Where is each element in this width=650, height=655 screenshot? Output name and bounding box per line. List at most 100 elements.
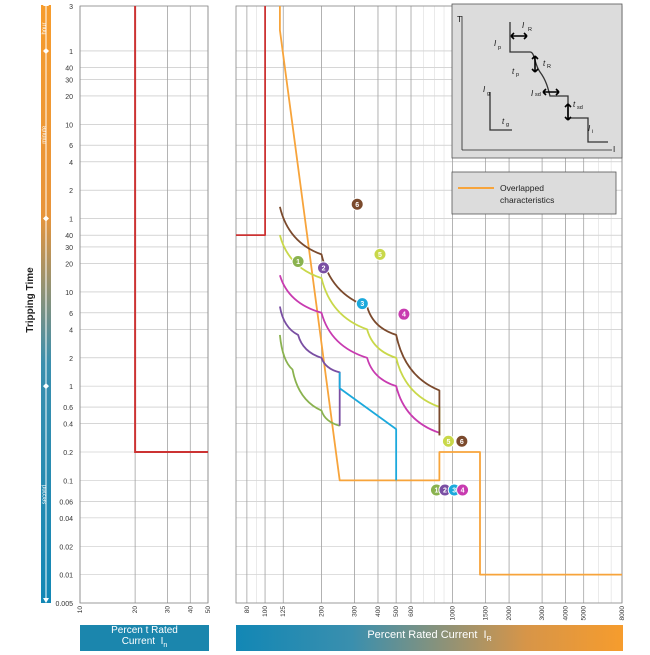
left-xaxis-label-box: Percen t Rated Current In <box>80 625 209 651</box>
inset-symbol: I <box>588 124 591 133</box>
series-marker-label: 1 <box>434 488 438 495</box>
ytick-label: 0.005 <box>55 601 73 608</box>
right-panel-series-6 <box>279 206 441 436</box>
series-marker-label: 5 <box>378 252 382 259</box>
inset-axis-y-label: T <box>457 15 462 24</box>
series-marker-5 <box>441 434 455 448</box>
ytick-label: 0.4 <box>63 422 73 429</box>
right-panel-series-ltpu <box>236 6 266 236</box>
right-panel-xtick-label: 1500 <box>483 606 490 621</box>
time-scale-divider <box>43 215 49 222</box>
ytick-label: 4 <box>69 327 73 334</box>
series-marker-4 <box>397 307 411 321</box>
ytick-label: 2 <box>69 188 73 195</box>
time-scale-divider <box>43 383 49 390</box>
inset-symbol: t <box>543 59 546 68</box>
time-scale-arrow-up <box>43 1 49 6</box>
inset-ground-curve <box>489 92 512 131</box>
inset-symbol: t <box>573 100 576 109</box>
inset-arrow-tr <box>531 55 539 73</box>
inset-symbol-sub: p <box>498 45 501 51</box>
time-unit-label: second <box>42 485 48 504</box>
left-panel-xtick-label: 20 <box>132 606 139 614</box>
right-panel-xtick-label: 500 <box>393 606 400 617</box>
left-xaxis-label-line1: Percen t Rated <box>111 625 178 636</box>
series-marker-label: 3 <box>360 301 364 308</box>
right-panel-xtick-label: 400 <box>375 606 382 617</box>
inset-symbol-sub: g <box>487 91 490 97</box>
series-marker-2 <box>317 261 331 275</box>
left-panel-xtick-label: 40 <box>187 606 194 614</box>
legend-box <box>451 171 617 215</box>
series-marker-5 <box>373 247 387 261</box>
right-panel-xtick-label: 80 <box>244 606 251 614</box>
right-panel-series-3 <box>338 372 398 481</box>
left-panel-frame <box>79 5 209 604</box>
ytick-label: 10 <box>65 290 73 297</box>
series-marker-label: 1 <box>296 259 300 266</box>
inset-symbol: I <box>522 21 525 30</box>
right-panel-series-5 <box>279 234 441 436</box>
inset-symbol-sub: R <box>547 64 551 70</box>
right-panel-xtick-label: 200 <box>319 606 326 617</box>
right-xaxis-label-box: Percent Rated Current IR <box>236 625 623 651</box>
ytick-label: 3 <box>69 4 73 11</box>
inset-arrow-ir <box>510 32 528 40</box>
inset-symbol-sub: sd <box>577 105 583 111</box>
series-marker-3 <box>355 297 369 311</box>
right-panel-xtick-label: 5000 <box>581 606 588 621</box>
ytick-label: 30 <box>65 245 73 252</box>
inset-symbol: t <box>502 117 505 126</box>
ytick-label: 40 <box>65 66 73 73</box>
series-marker-4 <box>456 483 470 497</box>
inset-axis-x-label: I <box>613 145 615 154</box>
inset-symbol-sub: p <box>516 72 519 78</box>
series-marker-1 <box>291 255 305 269</box>
right-panel-xtick-label: 600 <box>408 606 415 617</box>
right-panel-series-2 <box>279 306 341 426</box>
series-marker-label: 5 <box>446 439 450 446</box>
right-panel-xtick-label: 100 <box>262 606 269 617</box>
ytick-label: 30 <box>65 77 73 84</box>
series-marker-label: 4 <box>461 488 465 495</box>
ytick-label: 0.2 <box>63 450 73 457</box>
inset-symbol: t <box>512 67 515 76</box>
inset-symbol: I <box>494 39 497 48</box>
ytick-label: 1 <box>69 49 73 56</box>
time-scale-divider <box>43 47 49 54</box>
right-panel-xtick-label: 4000 <box>563 606 570 621</box>
ytick-label: 0.04 <box>59 516 73 523</box>
legend-label-line2: characteristics <box>500 195 554 205</box>
time-scale-arrow-down <box>43 598 49 603</box>
right-xaxis-label: Percent Rated Current <box>367 629 478 642</box>
series-marker-label: 3 <box>452 488 456 495</box>
inset-symbol-sub: R <box>528 27 532 33</box>
inset-curve <box>509 22 608 143</box>
ytick-label: 4 <box>69 160 73 167</box>
right-panel-series-1 <box>279 334 340 427</box>
ytick-label: 6 <box>69 311 73 318</box>
right-panel-xtick-label: 300 <box>352 606 359 617</box>
series-marker-label: 2 <box>322 265 326 272</box>
inset-symbol: I <box>483 85 486 94</box>
right-xaxis-symbol: I <box>483 629 487 642</box>
ytick-label: 0.06 <box>59 499 73 506</box>
ytick-label: 1 <box>69 384 73 391</box>
ytick-label: 40 <box>65 233 73 240</box>
ytick-label: 6 <box>69 143 73 150</box>
inset-symbol-sub: g <box>506 122 509 128</box>
right-panel-xtick-label: 2000 <box>506 606 513 621</box>
left-xaxis-subscript: n <box>163 642 168 649</box>
ytick-label: 2 <box>69 356 73 363</box>
time-unit-label: minute <box>42 125 48 144</box>
left-xaxis-symbol: I <box>160 636 164 647</box>
right-panel-series-4 <box>279 275 441 436</box>
ytick-label: 0.02 <box>59 544 73 551</box>
legend-label-line1: Overlapped <box>500 183 544 193</box>
inset-arrow-isd <box>542 88 560 96</box>
left-xaxis-label-line2: Current <box>121 636 156 647</box>
right-panel-xtick-label: 3000 <box>539 606 546 621</box>
ytick-label: 0.1 <box>63 478 73 485</box>
